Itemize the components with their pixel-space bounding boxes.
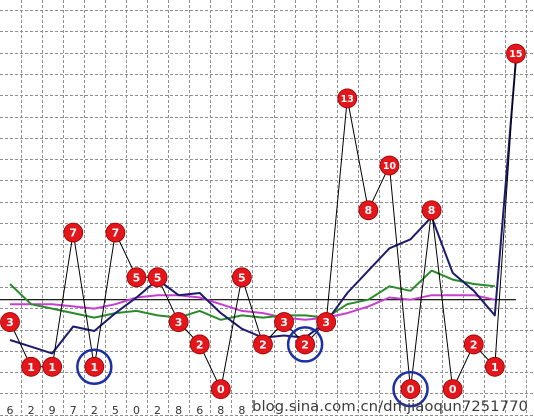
x-tick-label: 0 <box>133 404 140 416</box>
draw-point: 0 <box>210 379 231 400</box>
draw-point-marker <box>105 222 126 243</box>
draw-point-label: 3 <box>322 316 330 329</box>
draw-point: 3 <box>168 312 189 332</box>
draw-point-marker <box>463 334 484 355</box>
draw-point-marker <box>358 200 379 221</box>
draw-point-label: 2 <box>196 338 204 351</box>
draw-point: 1 <box>84 356 105 377</box>
draw-point-label: 2 <box>301 338 309 351</box>
draw-point-marker <box>506 43 526 64</box>
trend-line-green <box>9 269 495 321</box>
draw-point-marker <box>379 155 400 176</box>
x-tick-label: 8 <box>238 404 245 416</box>
draw-point: 2 <box>253 334 273 355</box>
draw-point-label: 5 <box>133 271 141 284</box>
draw-point: 0 <box>442 379 463 400</box>
draw-point-label: 0 <box>449 383 457 396</box>
watermark-text: blog.sina.com.cn/dmjiaoqun7251770 <box>252 399 528 415</box>
draw-point-label: 0 <box>217 383 225 396</box>
draw-point-marker <box>210 379 231 400</box>
draw-point: 3 <box>0 312 20 332</box>
draw-point-marker <box>442 379 463 400</box>
draw-point-marker <box>42 356 63 377</box>
draw-point: 2 <box>189 334 210 355</box>
draw-point-marker <box>253 334 273 355</box>
draw-point-marker <box>147 267 168 288</box>
x-tick-label: 6 <box>196 404 203 416</box>
draw-point: 5 <box>126 267 147 288</box>
draw-point-marker <box>84 356 105 377</box>
draw-point-label: 2 <box>470 338 478 351</box>
x-tick-label: 2 <box>91 404 98 416</box>
draw-point-label: 8 <box>365 204 373 217</box>
draw-point-marker <box>337 88 358 109</box>
draw-point-marker <box>421 200 442 221</box>
draw-point-marker <box>274 312 294 332</box>
x-tick-label: 9 <box>49 404 56 416</box>
draw-point: 2 <box>295 334 316 355</box>
draw-point-marker <box>63 222 84 243</box>
draw-point: 1 <box>42 356 63 377</box>
draw-point-marker <box>400 379 421 400</box>
highlight-circle <box>76 348 113 386</box>
draw-point: 2 <box>463 334 484 355</box>
draw-point-marker <box>168 312 189 332</box>
draw-point: 7 <box>105 222 126 243</box>
draw-point: 0 <box>400 379 421 400</box>
draw-point-marker <box>0 312 20 332</box>
draw-point-marker <box>189 334 210 355</box>
draw-point: 3 <box>316 312 337 332</box>
draw-point-label: 3 <box>6 316 14 329</box>
draw-point: 1 <box>484 356 505 377</box>
draw-point-label: 2 <box>259 338 267 351</box>
draw-point: 8 <box>358 200 379 221</box>
x-tick-label: 8 <box>175 404 182 416</box>
draw-point: 1 <box>21 356 41 377</box>
draw-point-label: 15 <box>509 49 522 60</box>
draw-point-label: 10 <box>383 161 397 172</box>
x-tick-label: 6 <box>7 404 14 416</box>
draw-point-label: 7 <box>69 227 77 240</box>
draw-point-label: 1 <box>48 361 56 374</box>
highlight-circle <box>392 370 429 408</box>
draw-point-label: 1 <box>27 361 35 374</box>
highlight-circles <box>76 326 429 408</box>
draw-point: 7 <box>63 222 84 243</box>
draw-point-label: 5 <box>238 271 246 284</box>
x-tick-label: 7 <box>70 404 77 416</box>
draw-point: 5 <box>147 267 168 288</box>
x-tick-labels: 6 2 9 7 2 5 0 2 8 6 8 8 <box>7 404 246 416</box>
draw-point-label: 3 <box>280 316 288 329</box>
draw-point-label: 3 <box>175 316 183 329</box>
draw-point-marker <box>231 267 252 288</box>
draw-point-label: 5 <box>154 271 162 284</box>
draw-point-label: 0 <box>407 383 415 396</box>
draw-point: 5 <box>231 267 252 288</box>
x-tick-label: 2 <box>28 404 35 416</box>
x-tick-label: 2 <box>154 404 161 416</box>
draw-point: 8 <box>421 200 442 221</box>
draw-point-label: 8 <box>428 204 436 217</box>
draw-point-label: 1 <box>491 361 499 374</box>
draw-point: 3 <box>274 312 294 332</box>
highlight-circle <box>286 326 324 363</box>
x-tick-label: 5 <box>112 404 119 416</box>
draw-point: 15 <box>506 43 526 64</box>
draw-point-label: 1 <box>90 361 98 374</box>
draw-point-label: 13 <box>341 94 354 105</box>
draw-point-label: 7 <box>112 227 120 240</box>
x-tick-label: 8 <box>217 404 224 416</box>
draw-point-marker <box>316 312 337 332</box>
draw-point-marker <box>484 356 505 377</box>
draw-point: 10 <box>379 155 400 176</box>
draw-point-marker <box>126 267 147 288</box>
draw-point-marker <box>295 334 316 355</box>
draw-point: 13 <box>337 88 358 109</box>
draw-point-marker <box>21 356 41 377</box>
